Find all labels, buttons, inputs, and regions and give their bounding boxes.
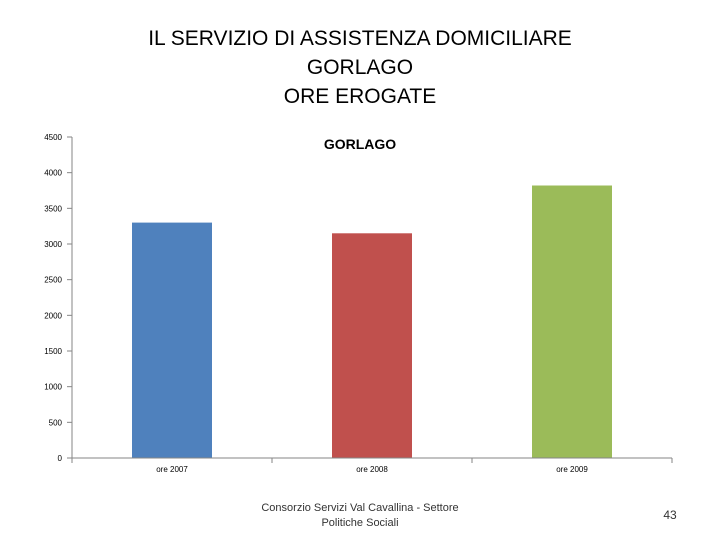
page-number: 43 — [663, 508, 677, 522]
bars — [132, 185, 612, 459]
bar-3 — [532, 185, 612, 459]
slide-title: IL SERVIZIO DI ASSISTENZA DOMICILIARE GO… — [0, 24, 720, 111]
y-tick-label: 2000 — [44, 311, 62, 320]
bar-1 — [132, 222, 212, 458]
y-axis: 0 500 1000 1500 2000 2500 3000 3500 4000 4500 — [44, 133, 73, 463]
x-axis: ore 2007 ore 2008 ore 2009 — [71, 457, 673, 474]
y-tick-label: 3500 — [44, 204, 62, 213]
y-tick-label: 500 — [49, 418, 63, 427]
x-tick-label: ore 2008 — [356, 465, 388, 474]
y-tick-label: 4000 — [44, 169, 62, 178]
y-tick-label: 0 — [58, 454, 63, 463]
x-tick-label: ore 2007 — [156, 465, 188, 474]
y-tick-label: 4500 — [44, 133, 62, 142]
slide-title-line-3: ORE EROGATE — [283, 85, 437, 108]
x-tick-label: ore 2009 — [556, 465, 588, 474]
slide-title-line-2: GORLAGO — [306, 56, 414, 79]
slide-title-line-1: IL SERVIZIO DI ASSISTENZA DOMICILIARE — [148, 27, 572, 50]
y-tick-label: 1000 — [44, 383, 62, 392]
y-tick-label: 3000 — [44, 240, 62, 249]
footer-source: Consorzio Servizi Val Cavallina - Settor… — [261, 502, 459, 529]
bar-2 — [332, 233, 412, 458]
chart-title: GORLAGO — [324, 136, 396, 152]
y-tick-label: 2500 — [44, 276, 62, 285]
y-tick-label: 1500 — [44, 347, 62, 356]
